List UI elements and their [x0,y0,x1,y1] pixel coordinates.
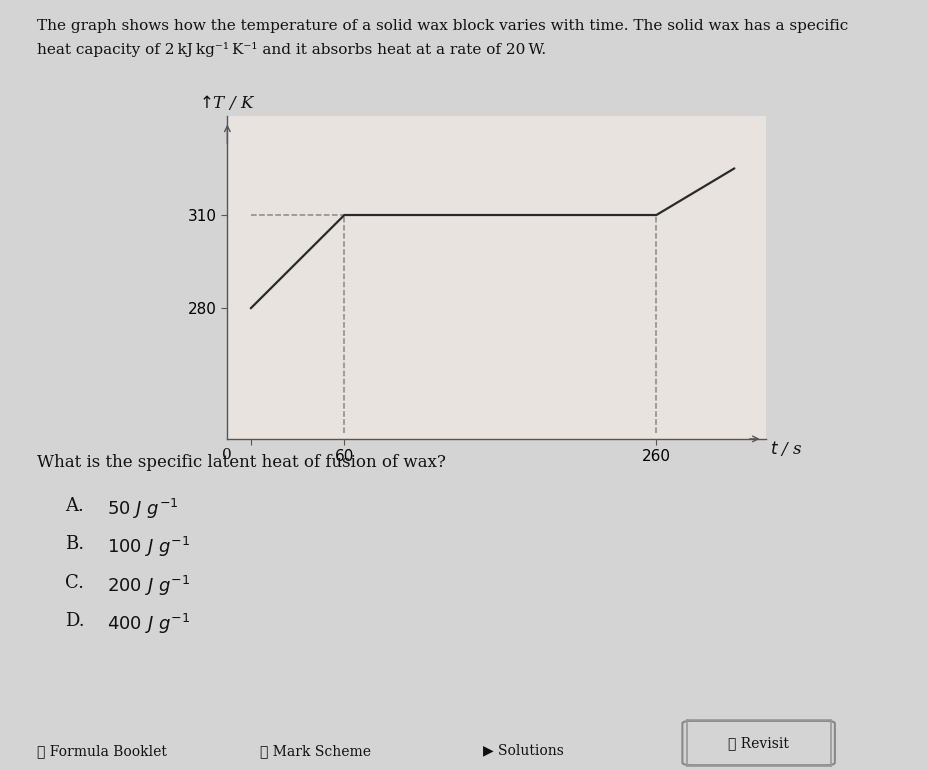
Text: $↑$T / K: $↑$T / K [199,93,255,112]
Text: The graph shows how the temperature of a solid wax block varies with time. The s: The graph shows how the temperature of a… [37,19,847,33]
Text: What is the specific latent heat of fusion of wax?: What is the specific latent heat of fusi… [37,454,446,471]
Text: D.: D. [65,612,84,630]
Text: ▶ Solutions: ▶ Solutions [482,744,563,758]
Text: 📄 Mark Scheme: 📄 Mark Scheme [260,744,371,758]
Text: $100\ J\ g^{-1}$: $100\ J\ g^{-1}$ [107,535,189,559]
Text: 0: 0 [222,448,232,462]
Text: $200\ J\ g^{-1}$: $200\ J\ g^{-1}$ [107,574,189,598]
Text: heat capacity of 2 kJ kg⁻¹ K⁻¹ and it absorbs heat at a rate of 20 W.: heat capacity of 2 kJ kg⁻¹ K⁻¹ and it ab… [37,42,546,57]
Text: $t$ / s: $t$ / s [769,439,802,457]
Text: 📄 Formula Booklet: 📄 Formula Booklet [37,744,167,758]
Text: C.: C. [65,574,83,591]
Text: $50\ J\ g^{-1}$: $50\ J\ g^{-1}$ [107,497,178,521]
FancyBboxPatch shape [681,721,834,765]
Text: A.: A. [65,497,83,514]
Text: 🔖 Revisit: 🔖 Revisit [728,736,788,750]
Text: B.: B. [65,535,84,553]
Text: $400\ J\ g^{-1}$: $400\ J\ g^{-1}$ [107,612,189,636]
